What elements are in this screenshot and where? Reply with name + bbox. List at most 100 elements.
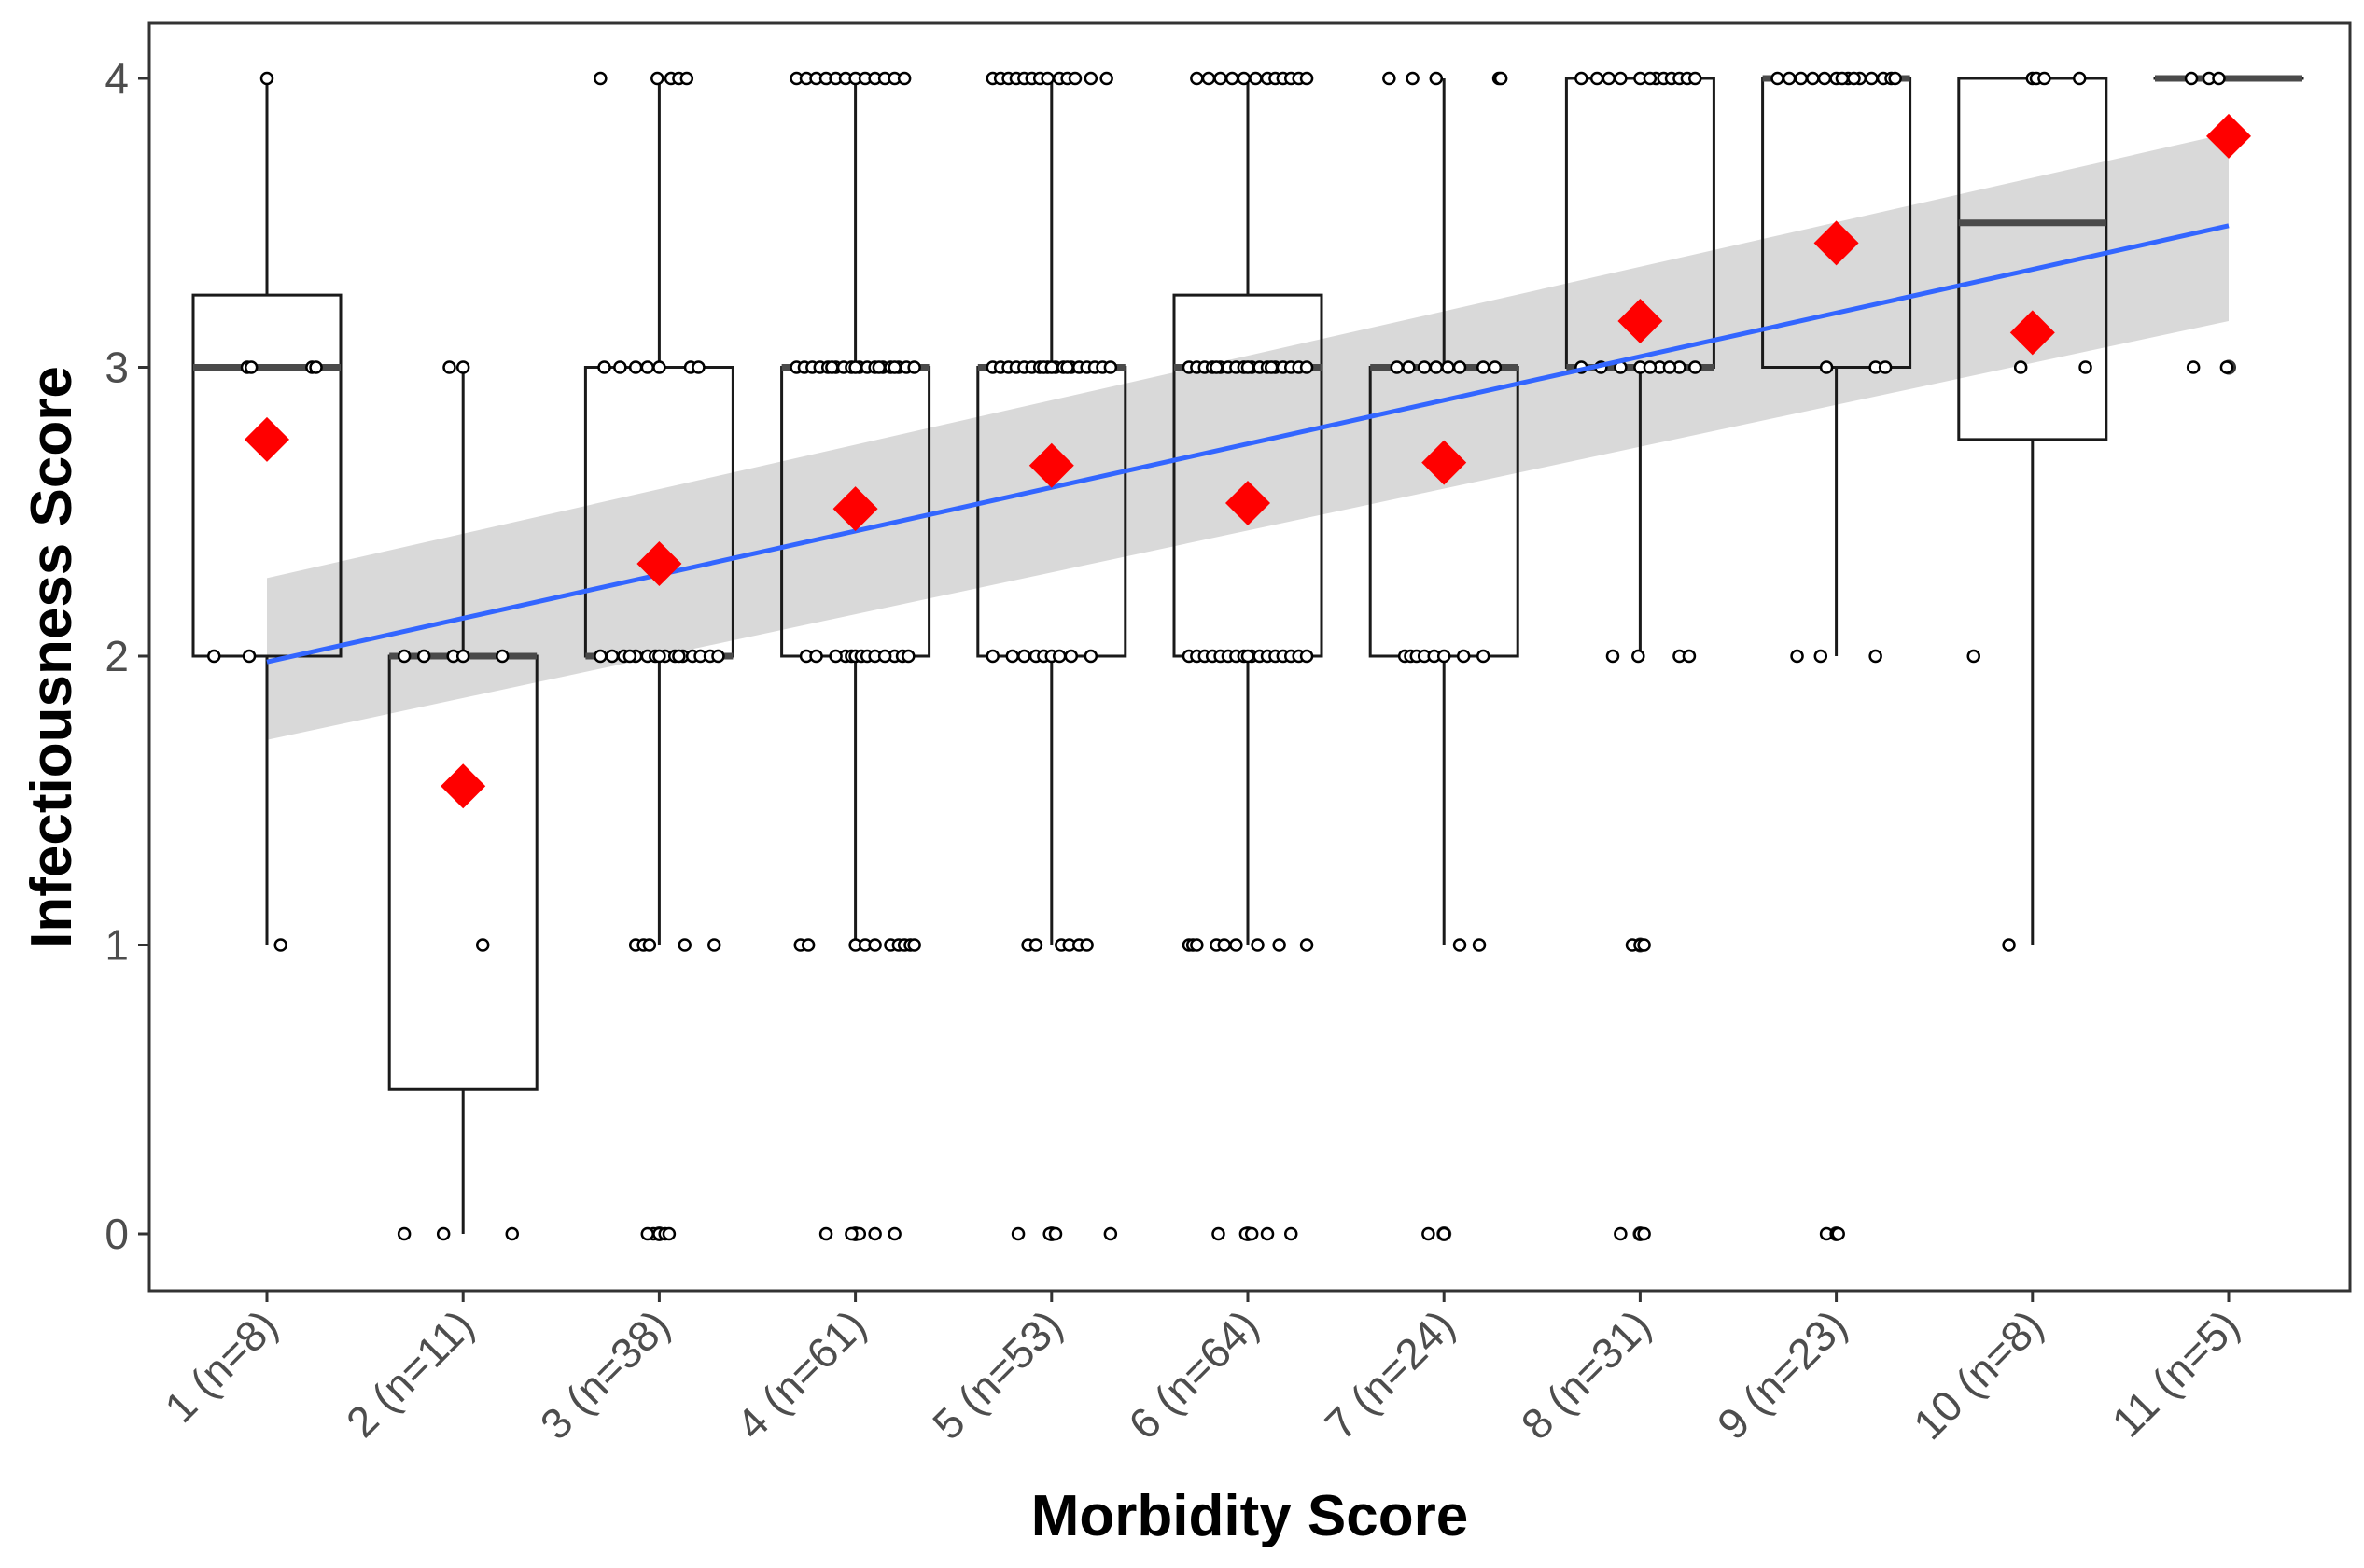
data-point [801, 938, 816, 952]
confidence-band-layer [267, 133, 2229, 740]
data-point [2013, 360, 2028, 374]
data-point [1251, 938, 1265, 952]
data-point [1299, 360, 1314, 374]
x-tick-label: 11 (n=5) [2103, 1300, 2248, 1446]
data-point [622, 649, 637, 664]
mean-marker [1225, 480, 1270, 525]
confidence-band [267, 133, 2229, 740]
data-point [206, 649, 221, 664]
data-point [1888, 71, 1902, 86]
data-point [1847, 71, 1861, 86]
data-point [1452, 360, 1467, 374]
x-tick-label: 2 (n=11) [337, 1300, 483, 1446]
data-point [2078, 360, 2092, 374]
data-point [888, 360, 902, 374]
data-point [848, 360, 862, 374]
x-tick-label: 1 (n=8) [155, 1300, 287, 1432]
data-point [1476, 360, 1490, 374]
x-tick-label: 5 (n=53) [923, 1300, 1071, 1449]
y-tick-label: 4 [105, 54, 129, 103]
data-point [1476, 649, 1490, 664]
data-point [2219, 360, 2234, 374]
data-point [1249, 71, 1263, 86]
mean-marker [1421, 440, 1467, 485]
data-point [1041, 71, 1055, 86]
data-point [650, 71, 664, 86]
data-point [1456, 649, 1471, 664]
data-point [475, 938, 490, 952]
y-axis-title: Infectiousness Score [20, 366, 84, 948]
data-point [1217, 938, 1232, 952]
data-point [692, 360, 706, 374]
data-point [1299, 938, 1314, 952]
data-point [1260, 1226, 1275, 1241]
data-point [872, 360, 887, 374]
data-point [1643, 360, 1658, 374]
data-point [1417, 360, 1432, 374]
data-point [1436, 649, 1451, 664]
box-iqr [191, 293, 343, 658]
data-point [678, 938, 692, 952]
data-point [1631, 649, 1645, 664]
data-point [242, 649, 257, 664]
data-point [2184, 71, 2199, 86]
data-point [1688, 71, 1702, 86]
data-point [679, 71, 694, 86]
data-point [244, 360, 259, 374]
mean-marker [1028, 442, 1074, 488]
data-point [594, 71, 608, 86]
data-point [1662, 360, 1677, 374]
data-point [1819, 360, 1834, 374]
data-point [707, 938, 721, 952]
data-point [1493, 71, 1508, 86]
data-point [1452, 938, 1467, 952]
data-point [845, 1226, 859, 1241]
y-tick-label: 1 [105, 921, 129, 970]
data-point [1211, 1226, 1225, 1241]
data-point [1790, 649, 1804, 664]
data-point [1390, 360, 1405, 374]
data-point [1080, 938, 1094, 952]
data-point [829, 649, 843, 664]
data-point [1589, 71, 1604, 86]
data-point [662, 1226, 677, 1241]
data-point [1064, 649, 1079, 664]
data-point [1831, 1226, 1845, 1241]
data-point [818, 1226, 833, 1241]
data-point [1806, 71, 1820, 86]
data-point [1966, 649, 1980, 664]
data-point [1682, 649, 1697, 664]
data-point [640, 360, 655, 374]
data-point [1878, 360, 1893, 374]
data-point [1421, 1226, 1435, 1241]
data-point [1244, 1226, 1259, 1241]
data-point [1299, 649, 1314, 664]
data-point [1084, 71, 1098, 86]
data-point [1429, 71, 1444, 86]
data-point [273, 938, 287, 952]
mean-marker [441, 763, 486, 809]
data-point [868, 1226, 882, 1241]
data-point [455, 360, 470, 374]
mean-marker [1813, 220, 1859, 266]
data-point [1605, 649, 1620, 664]
data-point [1103, 360, 1118, 374]
data-point [1813, 649, 1828, 664]
data-point [1794, 71, 1809, 86]
data-point [1011, 1226, 1026, 1241]
data-point [1406, 71, 1420, 86]
x-tick-label: 3 (n=38) [531, 1300, 679, 1449]
y-tick-label: 2 [105, 632, 129, 680]
data-point [1240, 649, 1255, 664]
data-point [877, 649, 892, 664]
x-tick-label: 4 (n=61) [727, 1300, 875, 1449]
data-point [888, 1226, 902, 1241]
data-point [1817, 71, 1832, 86]
data-point [1835, 71, 1850, 86]
data-point [1382, 71, 1396, 86]
mean-marker [2009, 310, 2055, 356]
data-point [1574, 71, 1588, 86]
data-point [1614, 1226, 1628, 1241]
data-point [1637, 1226, 1651, 1241]
data-point [397, 1226, 412, 1241]
